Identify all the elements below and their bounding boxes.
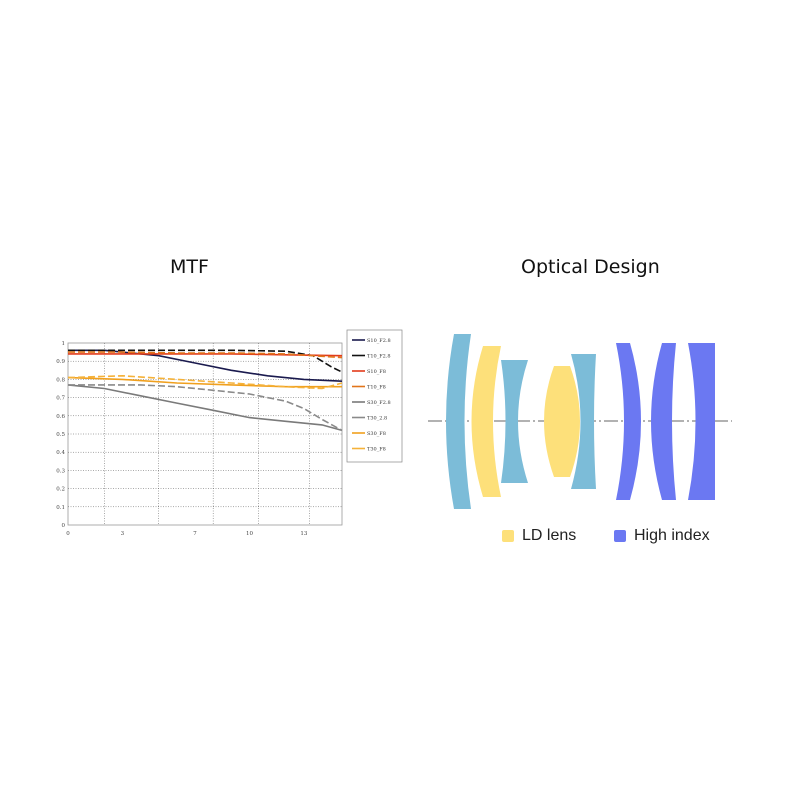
- y-tick-label: 0.4: [56, 450, 65, 456]
- mtf-heading: MTF: [170, 256, 209, 278]
- legend-label: S30_F8: [367, 431, 386, 437]
- lens-element-4: [544, 366, 580, 477]
- y-tick-label: 0.7: [56, 396, 65, 402]
- lens-element-3: [501, 360, 528, 483]
- y-tick-label: 0.2: [56, 487, 65, 493]
- x-tick-label: 13: [300, 531, 307, 537]
- chart-legend: [346, 329, 403, 463]
- ld-lens-swatch: [502, 530, 514, 542]
- mtf-chart: 00.10.20.30.40.50.60.70.80.910 3 7 10 13 S10…: [56, 329, 403, 537]
- lens-element-6: [616, 343, 641, 500]
- x-tick-label: 7: [193, 531, 197, 537]
- high-index-label: High index: [634, 527, 710, 544]
- x-tick-label: 0: [66, 531, 70, 537]
- series-line: [68, 384, 343, 432]
- high-index-swatch: [614, 530, 626, 542]
- y-tick-label: 0.9: [56, 359, 65, 365]
- y-tick-label: 0.1: [56, 505, 65, 511]
- lens-element-7: [651, 343, 676, 500]
- y-tick-label: 0.5: [56, 432, 65, 438]
- lens-element-5: [571, 354, 596, 489]
- series-line: [68, 353, 343, 357]
- series-line: [67, 374, 343, 390]
- optical-design-diagram: [428, 334, 732, 509]
- y-tick-label: 0.8: [56, 377, 65, 383]
- legend-label: T30_2.8: [367, 416, 387, 422]
- legend-label: S10_F8: [367, 369, 386, 375]
- optical-design-heading: Optical Design: [521, 256, 660, 278]
- legend-high-index: High index: [614, 527, 710, 545]
- lens-element-8: [688, 343, 715, 500]
- ld-lens-label: LD lens: [522, 527, 577, 544]
- series-line: [67, 376, 342, 388]
- x-tick-label: 10: [246, 531, 253, 537]
- x-tick-label: 3: [121, 531, 125, 537]
- legend-label: T10_F2.8: [367, 354, 391, 360]
- y-tick-label: 0.3: [56, 468, 65, 474]
- series-line: [67, 384, 343, 432]
- legend-label: T30_F8: [367, 447, 386, 453]
- legend-label: S10_F2.8: [367, 338, 391, 344]
- y-tick-label: 1: [62, 341, 66, 347]
- y-tick-label: 0.6: [56, 414, 65, 420]
- series-line: [68, 349, 343, 373]
- y-tick-label: 0: [62, 523, 66, 529]
- lens-element-1: [446, 334, 471, 509]
- legend-label: S30_F2.8: [367, 400, 391, 406]
- series-line: [68, 351, 343, 359]
- legend-label: T10_F8: [367, 385, 386, 391]
- lens-element-2: [471, 346, 501, 497]
- legend-ld-lens: LD lens: [502, 527, 576, 545]
